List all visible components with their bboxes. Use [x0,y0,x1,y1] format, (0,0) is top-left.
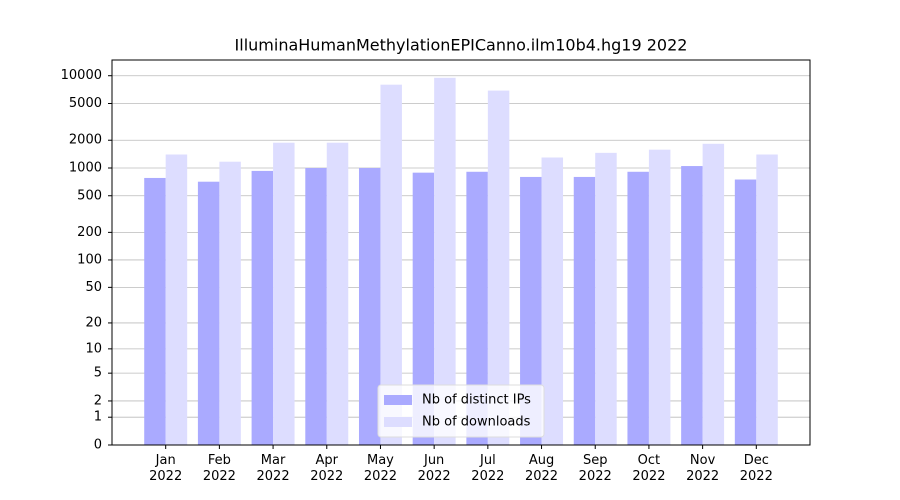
x-tick-label: Apr 2022 [310,453,344,484]
bar [756,154,778,445]
bar [573,176,596,445]
y-tick-label: 50 [85,280,102,295]
bar [273,142,295,446]
bar [326,142,349,446]
y-tick-label: 5 [94,366,102,381]
x-tick-label: Nov 2022 [686,453,720,484]
y-tick-label: 5000 [69,96,102,111]
bar [251,170,274,445]
y-tick-label: 100 [77,252,102,267]
bar [734,179,757,445]
legend-box [377,384,545,438]
bar [305,168,327,445]
legend-label: Nb of distinct IPs [422,393,531,408]
x-tick-label: Aug 2022 [524,453,559,484]
x-tick-label: Jan 2022 [149,453,183,484]
x-tick-label: Jul 2022 [471,453,505,484]
y-tick-label: 200 [77,225,102,240]
y-tick-label: 2 [94,393,102,408]
legend-swatch [384,395,412,405]
y-tick-label: 10 [85,341,102,356]
bar [466,171,488,445]
bar [541,157,564,445]
bar [197,181,220,446]
axes-frame [111,59,811,446]
bar [627,171,649,445]
bar [595,152,617,445]
bar [520,176,542,445]
y-tick-label: 1 [94,410,102,425]
x-tick-label: Oct 2022 [632,453,666,484]
legend-swatch [384,417,412,427]
y-tick-label: 2000 [69,133,102,148]
bar [144,177,166,445]
y-tick-label: 1000 [69,161,102,176]
bar [165,154,188,445]
x-tick-label: Mar 2022 [256,453,290,484]
bar [702,143,725,445]
bar [412,172,435,445]
x-tick-label: Dec 2022 [739,453,773,484]
x-tick-label: Feb 2022 [202,453,236,484]
bar [648,149,671,445]
x-tick-label: May 2022 [363,453,397,484]
legend-label: Nb of downloads [422,415,531,430]
bar [219,161,241,445]
y-tick-label: 0 [94,438,102,453]
bar [487,90,510,446]
y-tick-label: 10000 [61,68,102,83]
y-tick-label: 20 [85,315,102,330]
y-tick-label: 500 [77,188,102,203]
bar [380,84,402,446]
x-tick-label: Jun 2022 [417,453,451,484]
bar [434,77,456,445]
x-tick-label: Sep 2022 [578,453,612,484]
bar [358,168,381,445]
chart-title: IlluminaHumanMethylationEPICanno.ilm10b4… [235,36,688,55]
bar [681,166,703,445]
